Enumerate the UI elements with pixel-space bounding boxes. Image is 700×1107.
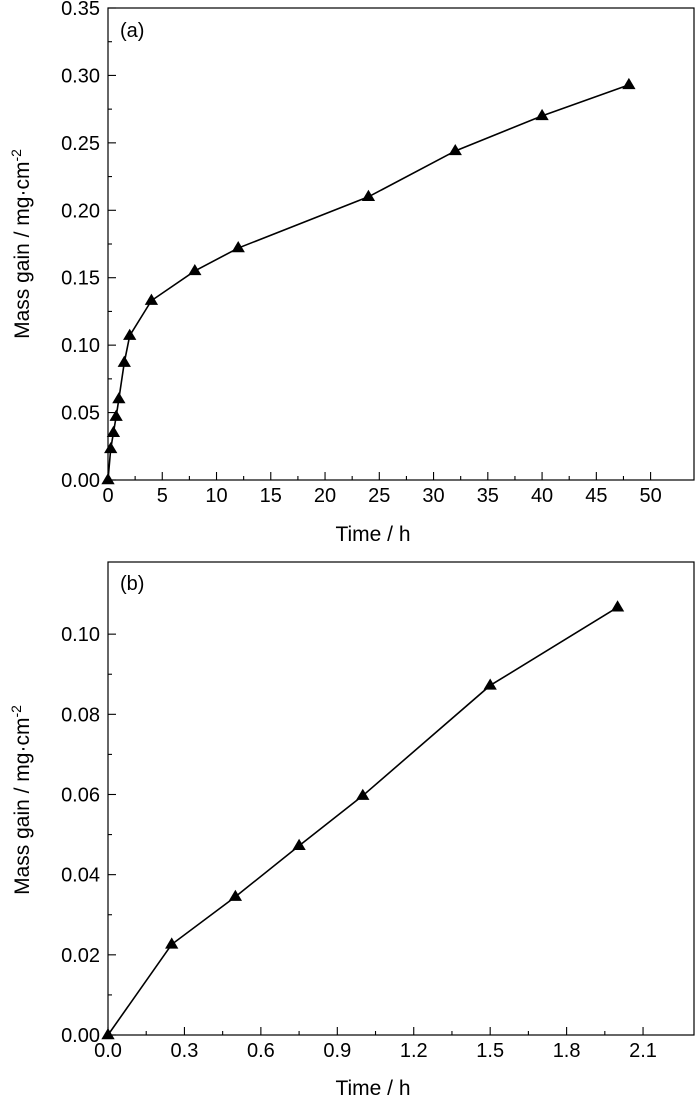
series-b: [101, 600, 625, 1040]
y-tick-label-b-3: 0.06: [61, 784, 100, 806]
y-axis-title-b-sup: -2: [8, 705, 24, 718]
y-axis-title-b-text: Mass gain / mg·cm: [11, 718, 34, 895]
x-tick-label-a-7: 35: [477, 485, 499, 507]
y-tick-label-b-1: 0.02: [61, 945, 100, 967]
x-tick-label-a-0: 0: [102, 485, 113, 507]
ticks-a: 0 5 10 15 20 25 30 35 40 45 50 0.00 0.05 0.10 0.15 0.20…: [61, 0, 662, 507]
x-tick-label-a-9: 45: [585, 485, 607, 507]
plot-frame-b: [107, 561, 695, 1036]
y-tick-label-a-0: 0.00: [61, 470, 100, 492]
data-point-a-6: [123, 328, 137, 340]
x-tick-label-b-7: 2.1: [629, 1040, 657, 1062]
y-tick-label-a-1: 0.05: [61, 403, 100, 425]
x-tick-label-a-6: 30: [422, 485, 444, 507]
data-point-a-2: [106, 425, 121, 437]
x-tick-label-a-5: 25: [368, 485, 390, 507]
data-point-a-1: [104, 441, 118, 454]
panel-label-b: (b): [120, 573, 144, 595]
data-point-a-9: [231, 241, 245, 253]
x-tick-label-a-2: 10: [205, 485, 227, 507]
x-tick-label-b-6: 1.8: [553, 1040, 581, 1062]
y-axis-title-a-sup: -2: [8, 149, 24, 162]
x-tick-label-a-1: 5: [157, 485, 168, 507]
data-point-b-2: [228, 889, 243, 901]
data-point-a-3: [109, 409, 123, 421]
panel-label-a: (a): [120, 20, 144, 42]
y-tick-label-a-4: 0.20: [61, 200, 100, 222]
x-tick-label-b-0: 0.0: [94, 1040, 122, 1062]
y-tick-label-a-7: 0.35: [61, 0, 100, 20]
series-line-b-0: [107, 606, 618, 1036]
x-tick-label-b-3: 0.9: [323, 1040, 351, 1062]
data-point-b-3: [292, 838, 306, 850]
data-point-b-6: [610, 600, 625, 612]
data-point-a-7: [144, 293, 159, 305]
x-tick-label-a-8: 40: [531, 485, 553, 507]
y-tick-label-b-0: 0.00: [61, 1025, 100, 1047]
plot-frame-a: [107, 7, 695, 481]
series-a: [101, 77, 636, 485]
x-tick-label-a-3: 15: [260, 485, 282, 507]
x-axis-title-b: Time / h: [335, 1077, 410, 1100]
x-axis-title-a: Time / h: [335, 523, 410, 546]
x-tick-label-a-10: 50: [639, 485, 661, 507]
data-point-b-4: [356, 788, 370, 800]
y-axis-title-a-text: Mass gain / mg·cm: [11, 162, 34, 339]
data-point-a-11: [448, 143, 462, 156]
y-tick-label-a-2: 0.10: [61, 335, 100, 357]
data-point-a-0: [101, 473, 115, 485]
data-point-a-5: [117, 355, 131, 367]
data-point-a-12: [535, 108, 549, 121]
x-tick-label-b-1: 0.3: [171, 1040, 199, 1062]
y-tick-label-b-5: 0.10: [61, 624, 100, 646]
x-tick-label-b-5: 1.5: [476, 1040, 504, 1062]
data-point-b-5: [483, 678, 497, 690]
y-axis-title-a: Mass gain / mg·cm-2: [8, 149, 34, 339]
data-point-a-8: [188, 263, 202, 276]
y-tick-label-b-2: 0.04: [61, 865, 100, 887]
x-tick-label-a-4: 20: [314, 485, 336, 507]
x-tick-label-b-2: 0.6: [247, 1040, 275, 1062]
y-tick-label-a-5: 0.25: [61, 133, 100, 155]
ticks-b: 0.0 0.3 0.6 0.9 1.2 1.5 1.8 2.1 0.00 0.02 0.04 0.06…: [61, 624, 657, 1062]
data-point-b-1: [165, 937, 179, 949]
y-tick-label-a-6: 0.30: [61, 65, 100, 87]
chart-panel-a: (a) Time / h Mass gain / mg·cm-2 0 5 10 15 2…: [8, 0, 695, 546]
series-line-a-0: [107, 84, 630, 481]
data-point-a-4: [112, 392, 126, 404]
y-tick-label-a-3: 0.15: [61, 268, 100, 290]
y-axis-title-b: Mass gain / mg·cm-2: [8, 705, 34, 895]
data-point-b-0: [101, 1028, 115, 1040]
data-point-a-13: [622, 77, 636, 90]
y-tick-label-b-4: 0.08: [61, 704, 100, 726]
chart-panel-b: (b) Time / h Mass gain / mg·cm-2 0.0 0.3 0…: [8, 561, 695, 1100]
data-point-a-10: [361, 189, 376, 201]
x-tick-label-b-4: 1.2: [400, 1040, 428, 1062]
